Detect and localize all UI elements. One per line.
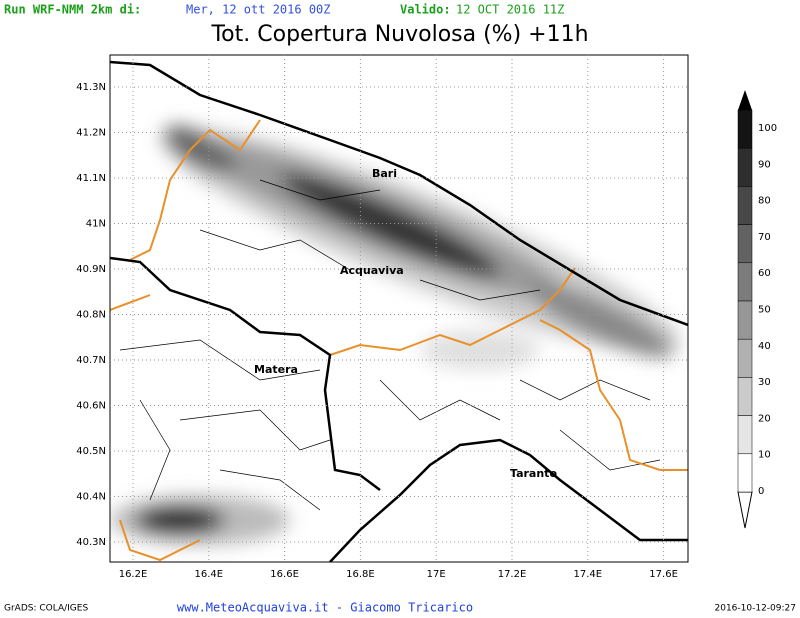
lat-label: 40.3N [76,537,106,548]
lon-label: 16.6E [270,569,299,580]
colorbar-segment [737,109,753,149]
lon-label: 17.2E [498,569,527,580]
colorbar-segment [737,415,753,455]
colorbar-label: 80 [758,196,771,207]
lat-label: 40.5N [76,446,106,457]
province-borders [110,119,688,562]
colorbar-label: 10 [758,450,771,461]
colorbar-segment [737,453,753,493]
lat-label: 41.1N [76,173,106,184]
colorbar-segment [737,147,753,187]
run-date: Mer, 12 ott 2016 00Z [186,3,331,17]
valid-label: Valido: [400,3,451,17]
colorbar-label: 0 [758,486,764,497]
lat-label: 40.4N [76,492,106,503]
lat-label: 40.9N [76,264,106,275]
colorbar-segment [737,262,753,302]
colorbar-label: 60 [758,268,771,279]
lat-label: 40.6N [76,401,106,412]
lon-label: 16.4E [195,569,224,580]
lon-label: 16.8E [346,569,375,580]
colorbar-bottom-arrow [737,491,753,529]
colorbar-segment [737,186,753,225]
run-label: Run WRF-NMM 2km di: [4,3,141,17]
footer-center[interactable]: www.MeteoAcquaviva.it - Giacomo Tricaric… [177,601,473,615]
lat-label: 40.7N [76,355,106,366]
colorbar-segment [737,377,753,416]
map-frame [109,54,689,563]
lat-label: 40.8N [76,310,106,321]
lon-label: 17.4E [574,569,603,580]
valid-date: 12 OCT 2016 11Z [456,3,564,17]
colorbar-label: 100 [758,123,777,134]
lat-label: 41.2N [76,128,106,139]
lon-label: 17.6E [649,569,678,580]
title: Tot. Copertura Nuvolosa (%) +11h [210,22,588,47]
colorbar-top-arrow [738,90,752,110]
colorbar-segment [737,338,753,378]
lat-label: 41.3N [76,82,106,93]
colorbar-label: 70 [758,232,771,243]
lon-label: 16.2E [119,569,148,580]
colorbar-label: 30 [758,377,771,388]
colorbar-segment [737,300,753,340]
map-area [110,55,688,562]
colorbar-label: 40 [758,341,771,352]
city-label: Taranto [510,467,557,480]
city-label: Acquaviva [340,264,404,277]
city-label: Bari [372,167,397,180]
colorbar-label: 50 [758,305,771,316]
footer-right: 2016-10-12-09:27 [715,604,797,614]
colorbar-label: 20 [758,413,771,424]
footer-left: GrADS: COLA/IGES [4,604,88,614]
lat-label: 41N [86,219,106,230]
coastline [110,60,688,562]
colorbar-label: 90 [758,159,771,170]
colorbar-segment [737,224,753,264]
city-label: Matera [254,363,298,376]
lon-label: 17E [427,569,446,580]
